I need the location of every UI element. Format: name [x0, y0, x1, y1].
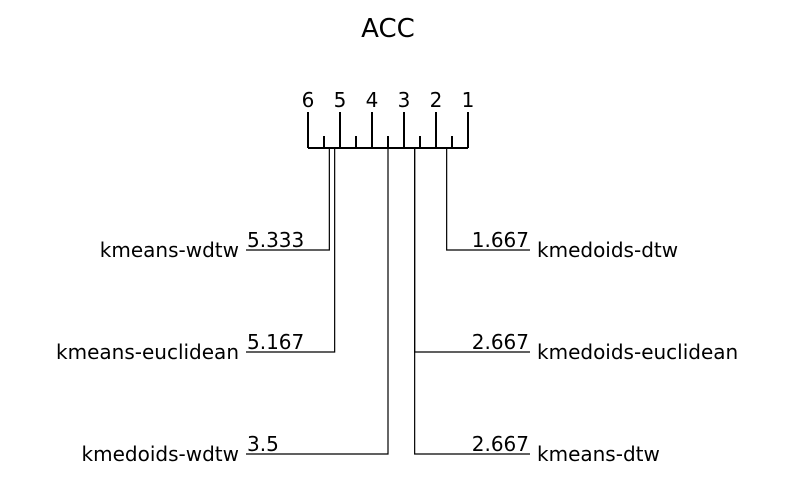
rank-value: 5.167 [247, 330, 304, 354]
rank-value: 1.667 [472, 228, 529, 252]
method-connector [446, 148, 530, 251]
method-right-2: 2.667 kmeans-dtw [414, 148, 660, 466]
method-right-0: 1.667 kmedoids-dtw [446, 148, 678, 262]
method-name: kmedoids-euclidean [537, 340, 738, 364]
tick-label: 2 [430, 88, 443, 112]
rank-value: 2.667 [472, 432, 529, 456]
tick-label: 4 [366, 88, 379, 112]
tick-label: 6 [302, 88, 315, 112]
tick-label: 3 [398, 88, 411, 112]
tick-label: 1 [462, 88, 475, 112]
method-lines: 5.333kmeans-wdtw5.167kmeans-euclidean3.5… [56, 148, 738, 466]
rank-value: 5.333 [247, 228, 304, 252]
rank-value: 3.5 [247, 432, 279, 456]
method-connector [246, 148, 336, 353]
method-name: kmedoids-dtw [537, 238, 678, 262]
method-name: kmeans-dtw [537, 442, 660, 466]
method-name: kmedoids-wdtw [82, 442, 239, 466]
method-left-1: 5.167 kmeans-euclidean [56, 148, 336, 364]
method-name: kmeans-wdtw [100, 238, 239, 262]
method-right-1: 2.667 kmedoids-euclidean [414, 148, 738, 364]
chart-title: ACC [361, 14, 415, 44]
method-name: kmeans-euclidean [56, 340, 239, 364]
method-left-2: 3.5 kmedoids-wdtw [82, 148, 389, 466]
tick-label: 5 [334, 88, 347, 112]
rank-value: 2.667 [472, 330, 529, 354]
method-connector [246, 148, 389, 455]
method-connector [246, 148, 330, 251]
method-left-0: 5.333 kmeans-wdtw [100, 148, 330, 262]
method-connector [414, 148, 530, 455]
